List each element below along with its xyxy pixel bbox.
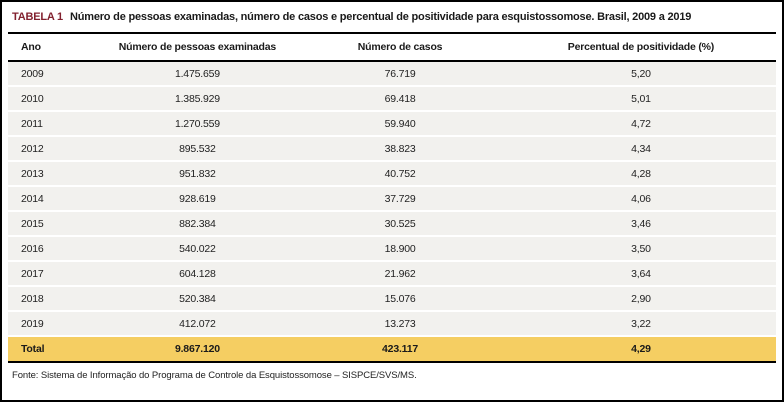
- data-table: Ano Número de pessoas examinadas Número …: [8, 32, 776, 363]
- table-title-text: Número de pessoas examinadas, número de …: [69, 11, 692, 23]
- table-row: 2016 540.022 18.900 3,50: [8, 236, 776, 262]
- cell-year: 2012: [8, 136, 101, 162]
- cell-year: 2013: [8, 161, 101, 187]
- column-header-casos: Número de casos: [294, 32, 506, 62]
- table-row: 2010 1.385.929 69.418 5,01: [8, 86, 776, 112]
- cell-year: 2017: [8, 261, 101, 287]
- table-cell: 1.475.659: [100, 61, 295, 87]
- cell-year: 2011: [8, 111, 101, 137]
- table-cell: 59.940: [294, 111, 506, 137]
- table-cell: 3,46: [505, 211, 776, 237]
- table-cell: 13.273: [294, 311, 506, 337]
- table-body: 2009 1.475.659 76.719 5,20 2010 1.385.929 69.4…: [8, 61, 776, 337]
- header-row: Ano Número de pessoas examinadas Número …: [8, 32, 776, 62]
- table-cell: 5,20: [505, 61, 776, 87]
- table-cell: 38.823: [294, 136, 506, 162]
- column-header-positividade: Percentual de positividade (%): [505, 32, 776, 62]
- table-cell: 412.072: [100, 311, 295, 337]
- cell-year: 2010: [8, 86, 101, 112]
- total-casos: 423.117: [294, 336, 506, 363]
- table-cell: 69.418: [294, 86, 506, 112]
- total-label: Total: [8, 336, 101, 363]
- table-cell: 2,90: [505, 286, 776, 312]
- cell-year: 2015: [8, 211, 101, 237]
- table-row: 2009 1.475.659 76.719 5,20: [8, 61, 776, 87]
- table-row: 2012 895.532 38.823 4,34: [8, 136, 776, 162]
- table-cell: 951.832: [100, 161, 295, 187]
- table-cell: 4,06: [505, 186, 776, 212]
- table-cell: 928.619: [100, 186, 295, 212]
- table-cell: 76.719: [294, 61, 506, 87]
- table-cell: 3,50: [505, 236, 776, 262]
- source-note: Fonte: Sistema de Informação do Programa…: [12, 370, 417, 381]
- total-examinadas: 9.867.120: [100, 336, 295, 363]
- total-row: Total 9.867.120 423.117 4,29: [8, 336, 776, 363]
- table-row: 2015 882.384 30.525 3,46: [8, 211, 776, 237]
- table-row: 2018 520.384 15.076 2,90: [8, 286, 776, 312]
- table-cell: 520.384: [100, 286, 295, 312]
- column-header-examinadas: Número de pessoas examinadas: [100, 32, 295, 62]
- table-cell: 882.384: [100, 211, 295, 237]
- table-cell: 1.385.929: [100, 86, 295, 112]
- table-cell: 18.900: [294, 236, 506, 262]
- table-row: 2011 1.270.559 59.940 4,72: [8, 111, 776, 137]
- table-cell: 4,72: [505, 111, 776, 137]
- table-cell: 1.270.559: [100, 111, 295, 137]
- table-tag: TABELA 1: [12, 11, 63, 23]
- cell-year: 2019: [8, 311, 101, 337]
- table-cell: 37.729: [294, 186, 506, 212]
- table-row: 2017 604.128 21.962 3,64: [8, 261, 776, 287]
- total-positividade: 4,29: [505, 336, 776, 363]
- table-cell: 21.962: [294, 261, 506, 287]
- cell-year: 2009: [8, 61, 101, 87]
- table-cell: 604.128: [100, 261, 295, 287]
- table-cell: 15.076: [294, 286, 506, 312]
- table-cell: 5,01: [505, 86, 776, 112]
- table-cell: 3,22: [505, 311, 776, 337]
- table-row: 2013 951.832 40.752 4,28: [8, 161, 776, 187]
- table-cell: 4,34: [505, 136, 776, 162]
- table-cell: 540.022: [100, 236, 295, 262]
- table-cell: 3,64: [505, 261, 776, 287]
- cell-year: 2014: [8, 186, 101, 212]
- cell-year: 2016: [8, 236, 101, 262]
- cell-year: 2018: [8, 286, 101, 312]
- column-header-ano: Ano: [8, 32, 101, 62]
- table-row: 2014 928.619 37.729 4,06: [8, 186, 776, 212]
- table-cell: 40.752: [294, 161, 506, 187]
- table-cell: 30.525: [294, 211, 506, 237]
- table-cell: 4,28: [505, 161, 776, 187]
- table-title: TABELA 1 Número de pessoas examinadas, nú…: [8, 2, 776, 32]
- table-row: 2019 412.072 13.273 3,22: [8, 311, 776, 337]
- table-cell: 895.532: [100, 136, 295, 162]
